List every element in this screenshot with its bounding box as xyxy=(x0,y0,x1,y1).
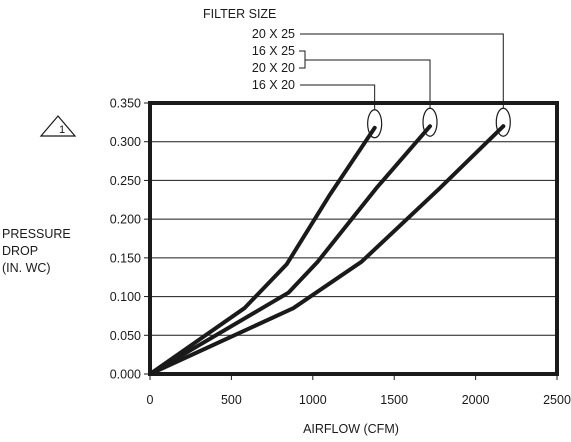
curve-end-marker xyxy=(367,109,383,139)
curve-end-markers xyxy=(367,107,511,139)
y-tick-label: 0.250 xyxy=(110,174,141,188)
y-tick-label: 0.000 xyxy=(110,368,141,382)
legend-leader-line xyxy=(300,33,504,109)
legend-entry: 20 X 25 xyxy=(252,27,295,41)
x-tick-label: 1500 xyxy=(380,393,408,407)
legend-entry: 16 X 20 xyxy=(252,78,295,92)
x-tick-label: 1000 xyxy=(299,393,327,407)
legend-leader-line xyxy=(299,50,431,109)
x-tick-label: 2000 xyxy=(462,393,490,407)
y-tick-label: 0.300 xyxy=(110,135,141,149)
x-tick-labels: 0 500 1000 1500 2000 2500 xyxy=(147,374,571,407)
legend: FILTER SIZE 16 X 20 16 X 25 20 X 20 20 X 25 xyxy=(203,7,295,92)
x-tick-label: 500 xyxy=(221,393,242,407)
plot-frame xyxy=(148,101,559,376)
legend-leader-lines xyxy=(299,33,504,110)
note-triangle-icon xyxy=(39,115,77,137)
y-tick-label: 0.050 xyxy=(110,329,141,343)
note-number: 1 xyxy=(59,124,65,136)
filter-curves xyxy=(148,124,506,376)
y-tick-label: 0.100 xyxy=(110,290,141,304)
legend-entry: 16 X 25 xyxy=(252,44,295,58)
y-tick-label: 0.200 xyxy=(110,213,141,227)
y-tick-label: 0.350 xyxy=(110,97,141,111)
x-tick-label: 2500 xyxy=(543,393,571,407)
y-axis-label: PRESSURE DROP (IN. WC) xyxy=(2,227,71,275)
filter-curve-3 xyxy=(148,124,506,376)
y-axis-label-line: (IN. WC) xyxy=(2,261,51,275)
filter-curve-1 xyxy=(148,125,377,376)
curve-end-marker xyxy=(422,107,438,137)
x-tick-label: 0 xyxy=(147,393,154,407)
legend-leader-line xyxy=(300,84,376,110)
note-triangle-symbol: 1 xyxy=(39,115,77,137)
y-axis-label-line: PRESSURE xyxy=(2,227,71,241)
y-axis-label-line: DROP xyxy=(2,244,38,258)
x-axis-label: AIRFLOW (CFM) xyxy=(303,422,399,436)
curve-end-marker xyxy=(495,107,511,137)
legend-title: FILTER SIZE xyxy=(203,7,276,21)
gridlines xyxy=(150,141,557,336)
filter-curve-2 xyxy=(148,124,432,376)
y-tick-labels: 0.000 0.050 0.100 0.150 0.200 0.250 0.300 0.350 xyxy=(110,97,150,382)
y-tick-label: 0.150 xyxy=(110,251,141,265)
legend-entry: 20 X 20 xyxy=(252,61,295,75)
